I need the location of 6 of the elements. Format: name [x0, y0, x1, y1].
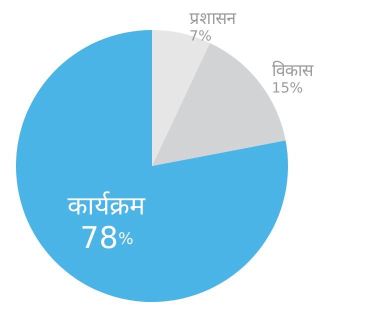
- slice-label: विकास: [272, 60, 314, 80]
- data-label: 78%: [80, 221, 134, 256]
- data-label: 7%: [189, 28, 212, 44]
- slice-label: कार्यक्रम: [68, 190, 146, 221]
- data-label: 15%: [272, 80, 303, 97]
- slice-label: प्रशासन: [189, 8, 236, 28]
